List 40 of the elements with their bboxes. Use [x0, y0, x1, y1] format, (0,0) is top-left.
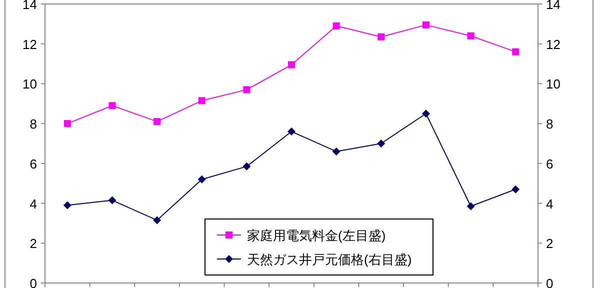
point	[377, 140, 386, 148]
point	[466, 202, 475, 210]
point	[378, 33, 385, 40]
y2-tick-label: 4	[546, 196, 554, 212]
point	[512, 48, 520, 56]
y-tick-label: 14	[22, 0, 37, 12]
point	[288, 128, 296, 136]
point	[288, 61, 295, 68]
y-tick-label: 0	[30, 276, 37, 288]
y2-tick-label: 2	[546, 236, 554, 252]
y-tick-label: 12	[22, 36, 37, 52]
legend-label: 天然ガス井戸元価格(右目盛)	[247, 252, 412, 267]
y-tick-label: 2	[30, 236, 37, 252]
point	[332, 22, 340, 30]
point	[153, 216, 162, 224]
y2-tick-label: 6	[546, 156, 554, 172]
point	[332, 147, 340, 156]
legend-label: 家庭用電気料金(左目盛)	[247, 228, 386, 243]
point	[422, 110, 430, 118]
point	[242, 162, 251, 170]
point	[154, 118, 161, 126]
y2-tick-label: 8	[546, 116, 554, 132]
point	[198, 97, 206, 104]
point	[512, 185, 520, 194]
y2-tick-label: 0	[546, 276, 554, 288]
y-tick-label: 6	[30, 156, 37, 172]
y2-tick-label: 14	[546, 0, 560, 12]
y2-tick-label: 10	[546, 76, 560, 92]
point	[64, 120, 71, 128]
y2-tick-label: 12	[546, 36, 560, 52]
point	[422, 21, 430, 28]
point	[467, 32, 474, 40]
point	[243, 86, 250, 94]
point	[108, 196, 116, 204]
y-tick-label: 4	[30, 196, 37, 212]
y-tick-label: 10	[22, 76, 37, 92]
point	[108, 102, 116, 110]
point	[198, 175, 206, 184]
y-tick-label: 8	[30, 116, 37, 132]
point	[63, 201, 72, 210]
